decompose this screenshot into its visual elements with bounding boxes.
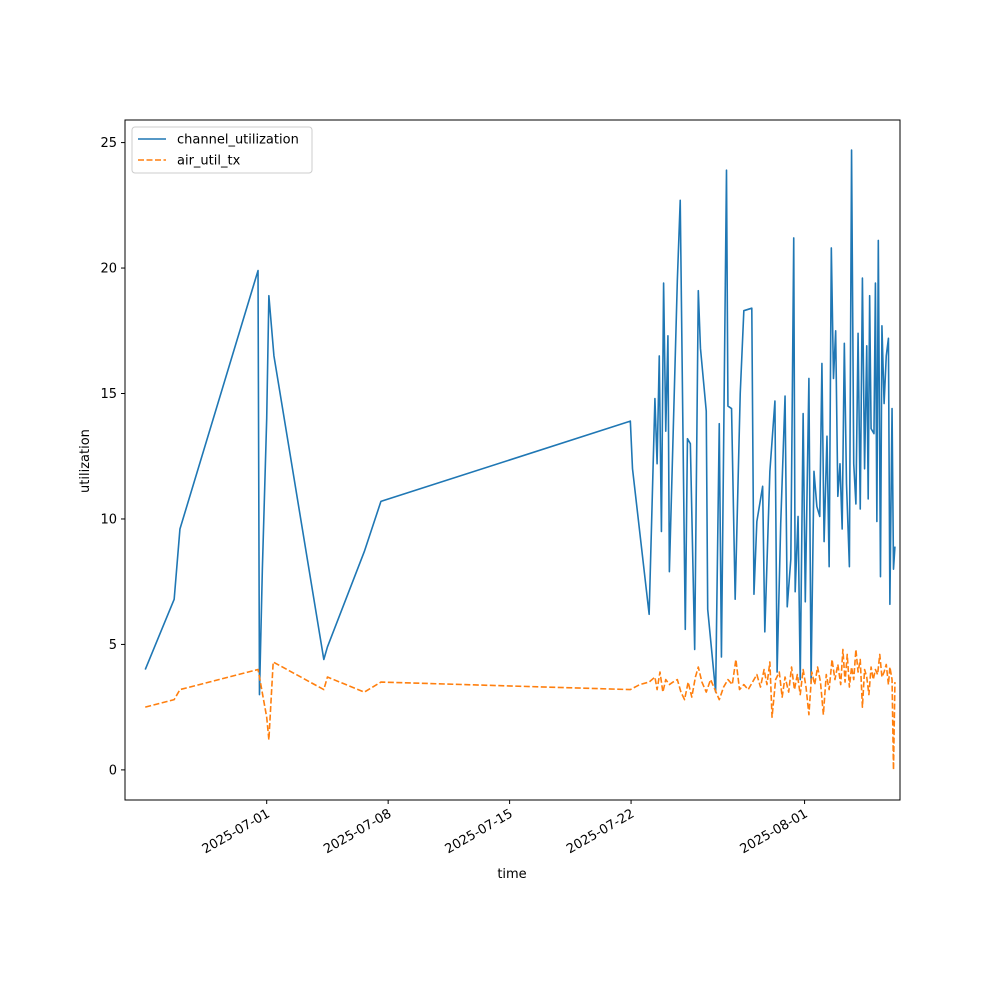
y-tick-label: 5 xyxy=(109,638,117,653)
y-axis-label: utilization xyxy=(78,429,93,493)
y-tick-label: 15 xyxy=(100,387,117,402)
axes-frame xyxy=(124,119,901,801)
y-tick-label: 20 xyxy=(100,262,117,277)
series-line-air-util-tx xyxy=(145,648,896,771)
x-axis-label: time xyxy=(497,867,526,882)
y-axis: 0 5 10 15 20 25 xyxy=(100,136,125,778)
y-tick-label: 25 xyxy=(100,136,117,151)
y-tick-label: 0 xyxy=(109,763,117,778)
plot-area xyxy=(144,149,896,771)
legend-box xyxy=(131,126,313,174)
legend-label-air-util-tx: air_util_tx xyxy=(177,154,241,169)
series-line-channel-utilization xyxy=(144,149,896,696)
y-tick-label: 10 xyxy=(100,512,117,527)
legend-label-channel-utilization: channel_utilization xyxy=(177,133,299,148)
legend: channel_utilization air_util_tx xyxy=(131,126,313,174)
